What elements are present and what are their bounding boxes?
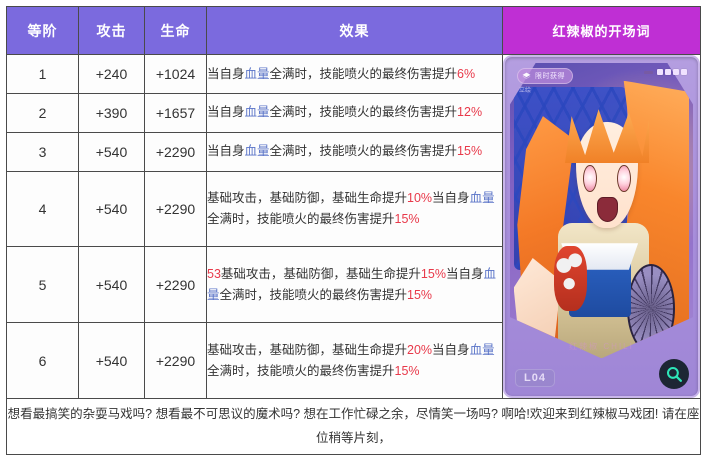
eye-left xyxy=(583,164,598,193)
cell-attack: +540 xyxy=(78,246,145,324)
effect-text-run: 基础攻击，基础防御，基础生命提升 xyxy=(220,267,421,282)
effect-text-run: 全满时，技能喷火的最终伤害提升 xyxy=(207,363,395,378)
card-badge: 限时获得 xyxy=(517,68,573,84)
cell-hp: +2290 xyxy=(144,170,207,248)
effect-text-run: 15% xyxy=(457,144,483,159)
table-row: 3 +540 +2290 当自身血量全满时，技能喷火的最终伤害提升15% xyxy=(6,131,701,172)
wheel-prop xyxy=(627,263,675,353)
ascension-stat-table: 等阶 攻击 生命 效果 红辣椒的开场词 1 +240 +1024 当自身血量全满… xyxy=(6,6,701,455)
effect-text-run: 15% xyxy=(407,287,433,302)
cell-effect: 当自身血量全满时，技能喷火的最终伤害提升12% xyxy=(206,92,503,133)
header-rank: 等阶 xyxy=(6,6,79,55)
effect-text-run: 53 xyxy=(207,267,221,282)
effect-text-run: 当自身 xyxy=(432,343,470,358)
rarity-pip xyxy=(657,69,663,75)
effect-text-run: 血量 xyxy=(244,105,270,120)
table-row: 4 +540 +2290 基础攻击，基础防御，基础生命提升10%当自身血量全满时… xyxy=(6,170,701,248)
cell-hp: +1024 xyxy=(144,54,207,94)
cell-rank: 6 xyxy=(6,322,79,400)
cell-attack: +390 xyxy=(78,92,145,133)
effect-text-run: 血量 xyxy=(244,144,270,159)
table-row: 2 +390 +1657 当自身血量全满时，技能喷火的最终伤害提升12% xyxy=(6,92,701,133)
effect-text-run: 全满时，技能喷火的最终伤害提升 xyxy=(269,66,458,81)
effect-text-run: 全满时，技能喷火的最终伤害提升 xyxy=(219,287,408,302)
effect-text-run: 15% xyxy=(394,363,420,378)
rarity-pips xyxy=(644,69,687,75)
cell-hp: +2290 xyxy=(144,131,207,172)
effect-text-run: 血量 xyxy=(244,66,270,81)
effect-text-run: 血量 xyxy=(469,191,495,206)
header-attack: 攻击 xyxy=(78,6,145,55)
cell-effect: 基础攻击，基础防御，基础生命提升10%当自身血量全满时，技能喷火的最终伤害提升1… xyxy=(206,170,503,248)
eye-right xyxy=(616,164,631,193)
header-effect: 效果 xyxy=(206,6,503,55)
card-watermark: 红辣椒 CHILI xyxy=(569,342,634,352)
effect-text-run: 15% xyxy=(420,267,446,282)
effect-text-run: 全满时，技能喷火的最终伤害提升 xyxy=(269,105,458,120)
character-card[interactable]: 限时获得 立绘 红辣椒 CHILI L04 xyxy=(503,55,700,399)
effect-text-run: 全满时，技能喷火的最终伤害提升 xyxy=(269,144,458,159)
effect-text-run: 基础攻击，基础防御，基础生命提升 xyxy=(207,191,408,206)
footer-quote-row: 想看最搞笑的杂耍马戏吗? 想看最不可思议的魔术吗? 想在工作忙碌之余，尽情笑一场… xyxy=(6,398,701,455)
table-row: 5 +540 +2290 53基础攻击，基础防御，基础生命提升15%当自身血量全… xyxy=(6,246,701,324)
effect-text-run: 当自身 xyxy=(207,144,245,159)
character-card-cell: 限时获得 立绘 红辣椒 CHILI L04 xyxy=(502,53,701,400)
card-badge-label: 限时获得 xyxy=(535,73,565,80)
cell-attack: +540 xyxy=(78,131,145,172)
effect-text-run: 血量 xyxy=(469,343,495,358)
cell-effect: 当自身血量全满时，技能喷火的最终伤害提升6% xyxy=(206,54,503,94)
cell-rank: 2 xyxy=(6,92,79,133)
cell-hp: +2290 xyxy=(144,246,207,324)
cell-attack: +540 xyxy=(78,322,145,400)
rarity-pip xyxy=(681,69,687,75)
magnifier-icon xyxy=(666,366,682,382)
layers-icon xyxy=(522,72,531,79)
header-hp: 生命 xyxy=(144,6,207,55)
cell-effect: 当自身血量全满时，技能喷火的最终伤害提升15% xyxy=(206,131,503,172)
cell-rank: 5 xyxy=(6,246,79,324)
effect-text-run: 基础攻击，基础防御，基础生命提升 xyxy=(207,343,408,358)
card-level-badge: L04 xyxy=(515,369,555,388)
intro-quote: 想看最搞笑的杂耍马戏吗? 想看最不可思议的魔术吗? 想在工作忙碌之余，尽情笑一场… xyxy=(6,398,701,455)
effect-text-run: 6% xyxy=(457,66,476,81)
cell-rank: 3 xyxy=(6,131,79,172)
table-header-row: 等阶 攻击 生命 效果 红辣椒的开场词 xyxy=(6,6,701,55)
cell-hp: +1657 xyxy=(144,92,207,133)
effect-text-run: 10% xyxy=(407,191,433,206)
effect-text-run: 12% xyxy=(457,105,483,120)
effect-text-run: 20% xyxy=(407,343,433,358)
effect-text-run: 当自身 xyxy=(445,267,484,282)
pip-dash-icon xyxy=(644,70,653,74)
cell-effect: 基础攻击，基础防御，基础生命提升20%当自身血量全满时，技能喷火的最终伤害提升1… xyxy=(206,322,503,400)
bouquet xyxy=(553,246,587,312)
rarity-pip xyxy=(665,69,671,75)
table-row: 1 +240 +1024 当自身血量全满时，技能喷火的最终伤害提升6% xyxy=(6,53,701,400)
effect-text-run: 当自身 xyxy=(207,66,245,81)
cell-effect: 53基础攻击，基础防御，基础生命提升15%当自身血量全满时，技能喷火的最终伤害提… xyxy=(206,246,503,324)
table-row: 6 +540 +2290 基础攻击，基础防御，基础生命提升20%当自身血量全满时… xyxy=(6,322,701,400)
cell-attack: +240 xyxy=(78,54,145,94)
cell-hp: +2290 xyxy=(144,322,207,400)
rarity-pip xyxy=(673,69,679,75)
card-sub-label: 立绘 xyxy=(519,88,532,94)
mouth xyxy=(597,196,619,223)
cell-attack: +540 xyxy=(78,170,145,248)
zoom-button[interactable] xyxy=(659,359,689,390)
header-voice-line: 红辣椒的开场词 xyxy=(502,6,701,55)
effect-text-run: 血量 xyxy=(207,267,496,302)
cell-rank: 1 xyxy=(6,54,79,94)
effect-text-run: 当自身 xyxy=(207,105,245,120)
effect-text-run: 当自身 xyxy=(432,191,470,206)
effect-text-run: 15% xyxy=(394,212,420,226)
effect-text-run: 全满时，技能喷火的最终伤害提升 xyxy=(207,212,395,226)
character-illustration xyxy=(510,63,693,359)
cell-rank: 4 xyxy=(6,170,79,248)
